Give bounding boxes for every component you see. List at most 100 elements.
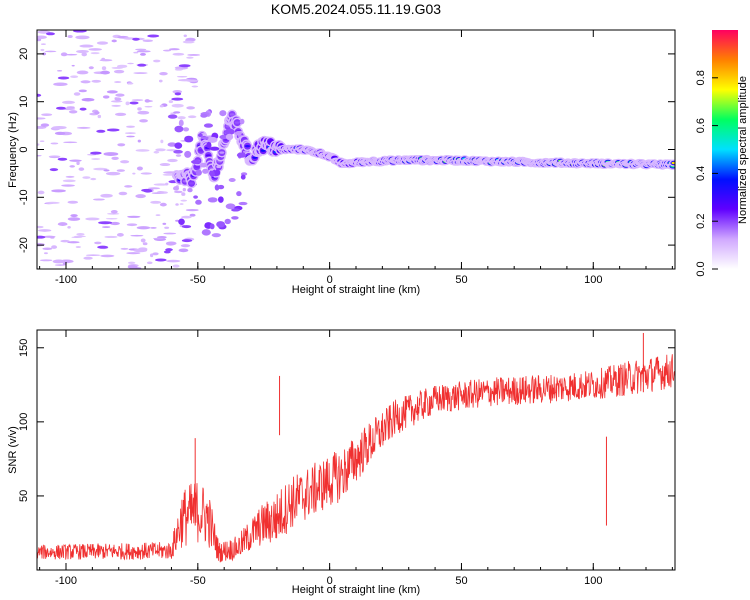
spectrogram-cluster (214, 169, 221, 176)
snr-series-line (37, 354, 675, 563)
colorbar-tick-label: 0.6 (695, 118, 707, 133)
spectrogram-noise-blob (172, 90, 183, 94)
spectrogram-noise-blob (60, 239, 70, 243)
spectrogram-cluster (209, 146, 220, 151)
spectrogram-noise-blob (136, 166, 143, 171)
spectrogram-noise-blob (155, 148, 166, 152)
spectrogram-noise-blob (146, 261, 153, 265)
spectrogram-noise-blob (159, 202, 167, 207)
spectrogram-ridge-core (188, 182, 194, 185)
spectrogram-noise-blob (37, 143, 40, 146)
spectrogram-noise-blob (135, 149, 150, 152)
spectrogram-noise-blob (43, 235, 56, 238)
spectrogram-noise-blob (107, 213, 120, 215)
spectrogram-noise-blob (133, 72, 148, 75)
spectrogram-noise-blob (116, 232, 124, 237)
spectrogram-noise-blob (181, 239, 193, 243)
spectrogram-cluster (239, 118, 245, 125)
spectrogram-noise-blob (37, 242, 46, 247)
spectrogram-cluster (209, 223, 215, 230)
spectrogram-noise-blob (111, 39, 117, 43)
spectrogram-noise-blob (78, 167, 85, 171)
spectrogram-cluster (207, 197, 218, 203)
spectrogram-noise-blob (52, 125, 67, 130)
spectrogram-cluster (216, 221, 226, 228)
spectrogram-cluster (167, 142, 177, 147)
spectrogram-noise-blob (124, 185, 133, 188)
spectrogram-noise-blob (135, 48, 147, 51)
spectrogram-background (37, 30, 675, 269)
spectrogram-ytick-label: 0 (18, 146, 30, 152)
spectrogram-noise-blob (75, 35, 90, 40)
spectrogram-noise-blob (90, 177, 97, 181)
spectrogram-noise-blob (125, 101, 130, 106)
spectrogram-noise-blob (91, 79, 102, 83)
spectrogram-cluster (228, 178, 236, 183)
spectrogram-noise-blob (141, 188, 152, 192)
spectrogram-noise-blob (81, 97, 95, 102)
spectrogram-noise-blob (174, 68, 183, 71)
spectrogram-noise-blob (181, 192, 186, 196)
spectrogram-cluster (224, 218, 231, 225)
spectrogram-noise-blob (69, 159, 82, 162)
spectrogram-noise-blob (171, 97, 184, 101)
spectrogram-noise-blob (110, 221, 120, 226)
spectrogram-noise-blob (81, 52, 88, 57)
spectrogram-noise-blob (155, 214, 161, 216)
spectrogram-noise-blob (96, 129, 106, 133)
spectrogram-cluster (209, 170, 216, 177)
spectrogram-noise-blob (54, 264, 66, 266)
spectrogram-noise-blob (168, 100, 174, 104)
spectrogram-noise-blob (177, 116, 186, 120)
spectrogram-marks (37, 30, 675, 269)
spectrogram-noise-blob (57, 70, 63, 72)
spectrogram-noise-blob (73, 92, 81, 96)
spectrogram-noise-blob (189, 213, 196, 217)
spectrogram-cluster (231, 216, 239, 220)
spectrogram-xtick-label: -100 (55, 274, 77, 286)
spectrogram-noise-blob (105, 171, 121, 176)
spectrogram-noise-blob (144, 99, 150, 103)
spectrogram-noise-blob (92, 198, 105, 201)
spectrogram-noise-blob (168, 48, 180, 51)
spectrogram-noise-blob (54, 131, 66, 135)
spectrogram-noise-blob (180, 199, 188, 202)
spectrogram-noise-blob (156, 191, 165, 194)
spectrogram-noise-blob (130, 234, 144, 237)
spectrogram-noise-blob (42, 247, 53, 251)
spectrogram-noise-blob (94, 111, 100, 115)
spectrogram-cluster (184, 150, 192, 158)
snr-panel: -100 -50 0 50 100 50 100 150 Height of straight… (7, 329, 676, 596)
spectrogram-cluster (234, 131, 242, 136)
spectrogram-ridge-core (205, 154, 211, 157)
spectrogram-noise-blob (76, 49, 89, 54)
spectrogram-noise-blob (104, 235, 118, 239)
spectrogram-noise-blob (40, 48, 45, 52)
spectrogram-noise-blob (142, 39, 154, 42)
spectrogram-noise-blob (78, 89, 87, 93)
spectrogram-cluster (217, 184, 225, 190)
spectrogram-noise-blob (115, 93, 125, 97)
spectrogram-noise-blob (174, 190, 183, 194)
spectrogram-ridge-core (198, 149, 204, 152)
spectrogram-cluster (178, 218, 185, 225)
spectrogram-noise-blob (53, 82, 68, 87)
spectrogram-noise-blob (61, 184, 75, 187)
spectrogram-cluster (167, 114, 178, 119)
spectrogram-noise-blob (152, 252, 159, 256)
spectrogram-noise-blob (186, 106, 195, 110)
spectrogram-noise-blob (111, 104, 121, 107)
spectrogram-noise-blob (158, 79, 163, 83)
spectrogram-ytick-label: 20 (18, 48, 30, 60)
spectrogram-cluster (218, 196, 224, 203)
spectrogram-noise-blob (116, 169, 125, 172)
spectrogram-noise-blob (174, 92, 182, 96)
spectrogram-noise-blob (106, 128, 120, 132)
spectrogram-noise-blob (139, 119, 148, 123)
spectrogram-noise-blob (100, 70, 110, 75)
colorbar-ticks: 0.0 0.2 0.4 0.6 0.8 (695, 70, 718, 277)
snr-xtick-label: -100 (55, 575, 77, 587)
spectrogram-noise-blob (172, 264, 180, 268)
